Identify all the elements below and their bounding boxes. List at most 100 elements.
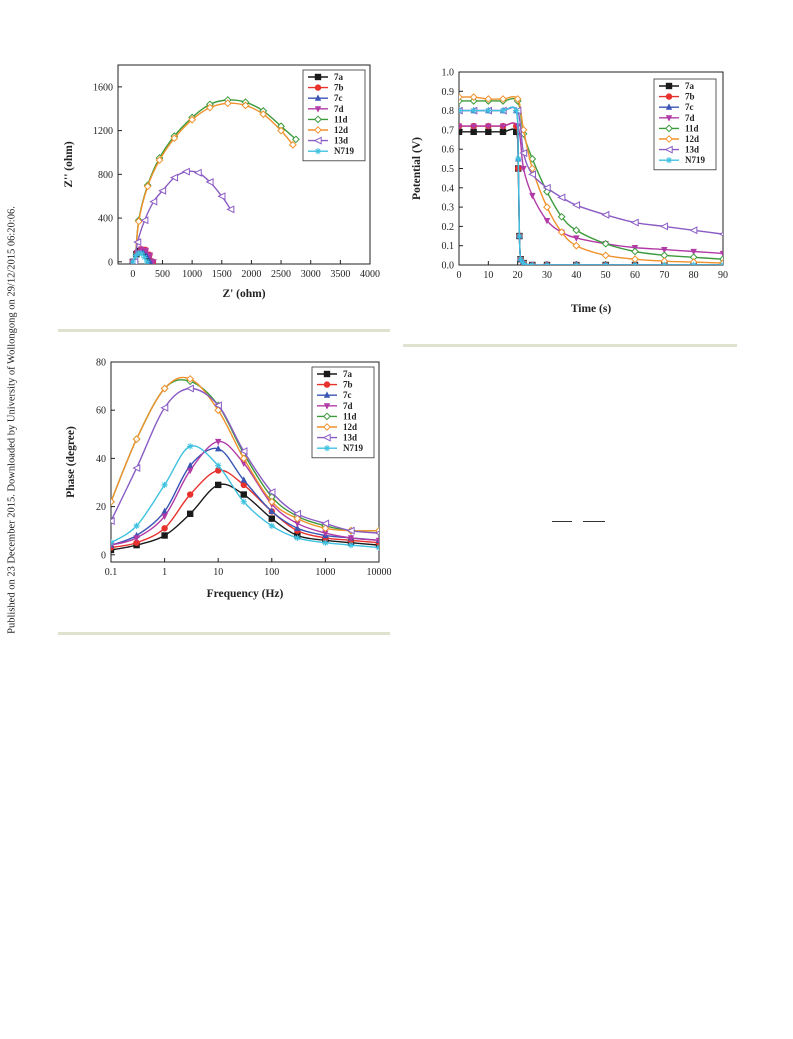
data-point [158, 186, 167, 195]
data-point [143, 258, 151, 264]
legend-marker [314, 106, 322, 113]
legend-marker [665, 115, 673, 122]
plot-frame [117, 64, 371, 265]
data-point [573, 235, 580, 242]
legend-label: 12d [334, 125, 348, 135]
data-point [186, 461, 194, 469]
y-tick-label: 0 [101, 550, 106, 561]
data-point [517, 256, 524, 263]
data-point [241, 101, 250, 110]
legend-label: 7a [334, 72, 344, 82]
legend-label: 13d [685, 145, 699, 155]
legend-marker [314, 115, 322, 124]
series-12d [131, 99, 297, 264]
data-point [543, 218, 551, 225]
x-tick-label: 10 [213, 567, 223, 578]
y-tick-label: 60 [96, 406, 106, 417]
data-point [111, 539, 115, 546]
data-point [557, 212, 566, 221]
x-tick-label: 0 [457, 270, 462, 281]
data-point [133, 522, 140, 530]
data-point [291, 135, 300, 144]
y-tick-label: 40 [96, 454, 106, 465]
data-point [239, 447, 248, 456]
data-point [141, 254, 148, 261]
legend-marker [314, 84, 322, 91]
y-tick-label: 0.6 [442, 145, 455, 156]
x-tick-label: 0.1 [105, 567, 118, 578]
series-line [134, 99, 297, 262]
data-point [186, 374, 195, 383]
x-tick-label: 100 [264, 567, 279, 578]
data-point [289, 140, 297, 149]
legend-marker [665, 103, 673, 110]
legend-label: 7b [343, 380, 353, 390]
data-point [146, 252, 154, 260]
published-note: Published on 23 December 2015. Downloade… [6, 206, 18, 634]
legend-marker [314, 94, 322, 101]
data-point [528, 164, 537, 173]
data-point [513, 107, 520, 114]
data-point [215, 444, 222, 452]
data-point [529, 192, 536, 200]
x-tick-label: 10 [483, 270, 493, 281]
data-point [499, 107, 507, 114]
data-point [142, 247, 150, 255]
ocvd-svg: 0 10 20 30 40 50 60 70 80 90 0.0 0.1 0.2 0.3 0.4 0.5 0.6… [411, 68, 728, 316]
legend-label: 11d [343, 411, 357, 421]
data-point [213, 401, 222, 410]
data-point [485, 128, 492, 136]
y-tick-label: 0.0 [442, 261, 455, 272]
series-n719 [111, 443, 379, 551]
data-point [572, 226, 581, 235]
data-point [519, 149, 528, 158]
x-tick-label: 40 [571, 270, 581, 281]
data-point [143, 182, 152, 191]
data-point [601, 210, 610, 219]
legend-marker [323, 403, 331, 410]
data-point [240, 476, 247, 483]
x-tick-label: 1000 [315, 567, 335, 578]
data-point [543, 203, 551, 212]
legend-label: 7c [334, 93, 343, 103]
figure-separator [58, 632, 390, 635]
series-13d [111, 384, 379, 536]
x-axis-label: Time (s) [571, 303, 612, 315]
y-tick-label: 0.3 [442, 203, 455, 214]
data-point [259, 110, 268, 119]
data-point [520, 165, 527, 173]
data-point [293, 514, 302, 523]
x-axis-label: Z' (ohm) [222, 288, 265, 300]
data-point [205, 103, 214, 112]
equation-fraction-bar [552, 521, 572, 522]
legend-marker [665, 93, 673, 100]
x-tick-label: 2500 [271, 269, 291, 280]
series-7d [459, 122, 723, 258]
data-point [374, 530, 379, 536]
data-point [516, 232, 523, 240]
legend-label: 7b [685, 92, 695, 102]
legend-box [653, 78, 717, 171]
x-tick-label: 80 [689, 270, 699, 281]
legend-box [302, 69, 366, 162]
legend-label: 13d [334, 136, 348, 146]
y-tick-label: 0 [108, 257, 113, 268]
data-point [321, 519, 330, 528]
y-tick-label: 0.8 [442, 106, 455, 117]
x-axis-label: Frequency (Hz) [207, 588, 284, 600]
data-point [520, 259, 527, 265]
series-12d [111, 374, 379, 535]
data-point [205, 177, 214, 187]
data-point [160, 384, 169, 393]
data-point [499, 95, 507, 103]
data-point [718, 231, 723, 237]
data-point [149, 197, 158, 206]
data-point [217, 192, 226, 201]
legend-marker [314, 73, 322, 81]
data-point [499, 128, 507, 136]
data-point [161, 507, 168, 514]
figure-separator [58, 329, 390, 332]
data-point [542, 183, 551, 192]
data-point [132, 464, 141, 473]
data-point [181, 167, 190, 176]
